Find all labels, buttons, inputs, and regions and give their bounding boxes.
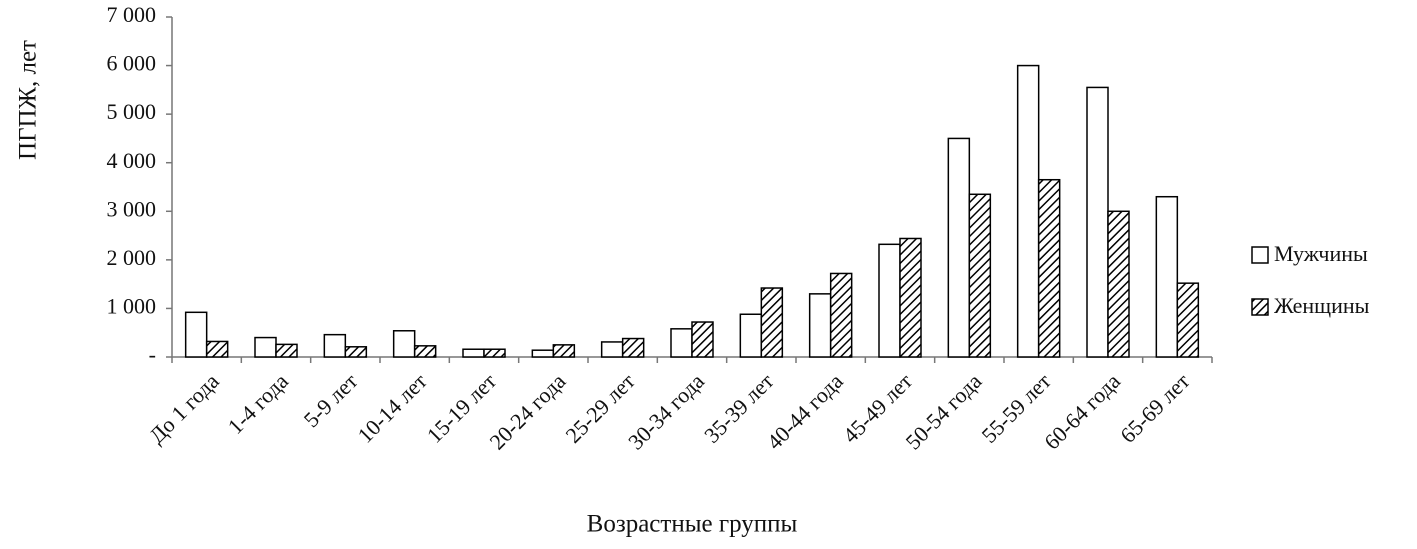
bar — [531, 349, 555, 358]
x-tick-label: 1-4 года — [223, 368, 294, 439]
bar — [1037, 178, 1061, 358]
bar — [968, 193, 992, 358]
y-tick-label: 7 000 — [107, 2, 157, 27]
bar — [552, 344, 576, 358]
bar — [323, 333, 347, 358]
x-tick-label: До 1 года — [144, 368, 224, 448]
y-tick-label: - — [149, 342, 156, 367]
bar — [1176, 282, 1200, 358]
legend-label: Мужчины — [1274, 241, 1368, 266]
bar — [462, 348, 485, 358]
x-tick-label: 65-69 лет — [1115, 368, 1195, 448]
bar — [691, 321, 714, 358]
y-tick-label: 3 000 — [107, 196, 157, 221]
bar — [947, 137, 971, 358]
y-tick-label: 4 000 — [107, 148, 157, 173]
bar — [483, 348, 506, 358]
y-tick-label: 5 000 — [107, 99, 157, 124]
bar — [621, 337, 645, 358]
bar — [205, 340, 229, 358]
x-tick-label: 60-64 года — [1039, 368, 1125, 454]
y-axis-title: ПГПЖ, лет — [15, 40, 42, 160]
legend-swatch — [1251, 298, 1269, 316]
x-tick-label: 50-54 года — [900, 368, 986, 454]
y-tick-label: 6 000 — [107, 51, 157, 76]
bar — [829, 272, 853, 358]
x-tick-label: 30-34 года — [623, 368, 709, 454]
bar — [275, 343, 298, 358]
x-tick-label: 40-44 года — [762, 368, 848, 454]
y-tick-label: 1 000 — [107, 293, 157, 318]
bar — [413, 345, 437, 358]
y-tick-label: 2 000 — [107, 245, 157, 270]
bar — [600, 341, 624, 358]
x-tick-label: 10-14 лет — [352, 368, 432, 448]
bar — [808, 293, 832, 358]
bar — [899, 237, 922, 358]
bar — [1016, 64, 1040, 358]
legend-swatch — [1251, 246, 1269, 264]
bar — [1155, 195, 1179, 358]
bar — [760, 287, 784, 358]
legend-label: Женщины — [1274, 293, 1370, 318]
x-tick-label: 20-24 года — [484, 368, 570, 454]
bar — [392, 330, 416, 358]
bar — [739, 313, 763, 358]
bar — [344, 346, 368, 358]
bar — [1086, 86, 1109, 358]
x-tick-label: 5-9 лет — [299, 368, 363, 432]
bar — [1107, 210, 1130, 358]
bar — [254, 336, 277, 358]
x-axis-title: Возрастные группы — [587, 511, 798, 538]
bar — [878, 243, 901, 358]
bar — [670, 328, 693, 358]
bar — [184, 311, 208, 358]
